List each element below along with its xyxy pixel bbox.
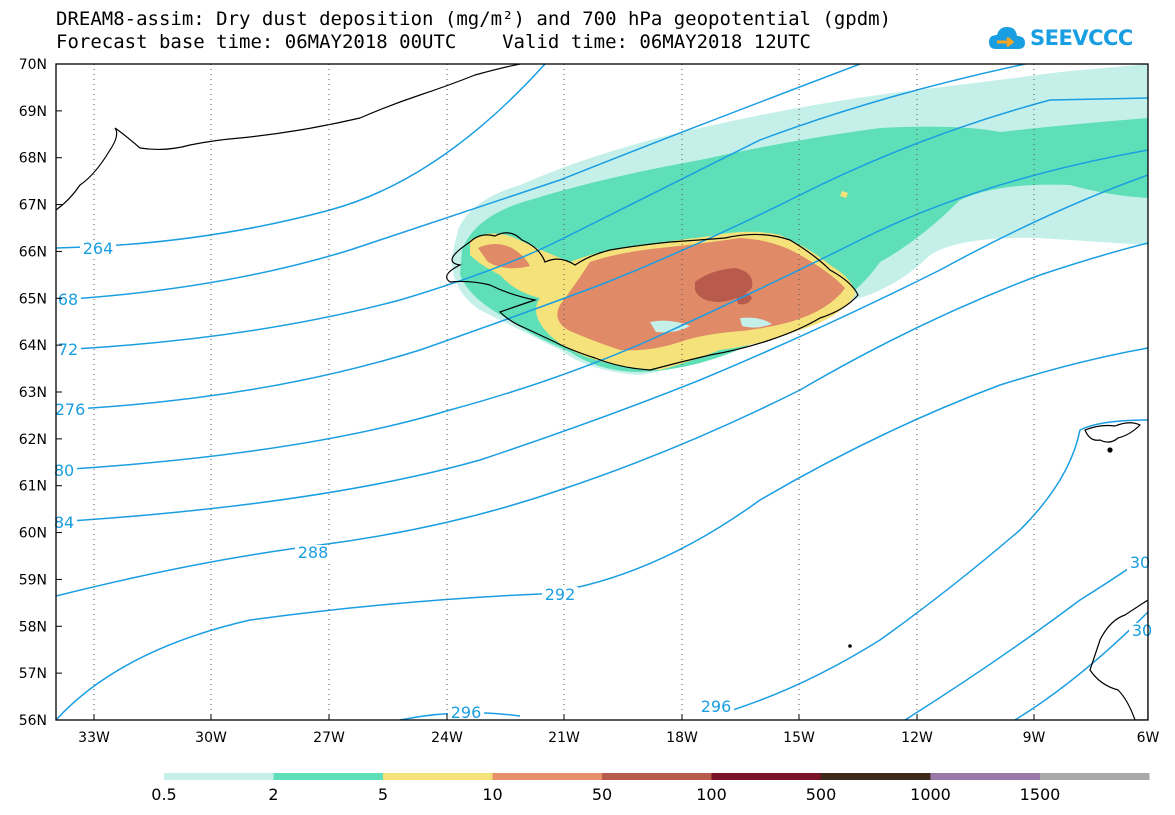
legend-label: 1500 [1020, 785, 1061, 804]
legend-label: 10 [482, 785, 502, 804]
legend-label: 1000 [910, 785, 951, 804]
legend-swatch [821, 773, 931, 780]
contour-label: 72 [58, 340, 78, 359]
lat-label: 70N [19, 57, 47, 73]
map-subtitle: Forecast base time: 06MAY2018 00UTC Vali… [56, 31, 811, 53]
legend-label: 50 [592, 785, 612, 804]
contour-label: 288 [298, 543, 329, 562]
contour-label: 30 [1130, 553, 1150, 572]
legend-swatch [930, 773, 1040, 780]
contour-label: 84 [54, 513, 74, 532]
lat-label: 58N [19, 619, 47, 635]
lat-label: 67N [19, 198, 47, 214]
dust-level-50 [695, 268, 753, 305]
coastlines [56, 64, 1148, 720]
lon-label: 30W [195, 730, 227, 746]
contour-label: 296 [701, 697, 732, 716]
contour-label: 296 [451, 703, 482, 722]
legend-swatch [711, 773, 821, 780]
lat-label: 68N [19, 151, 47, 167]
lat-label: 59N [19, 572, 47, 588]
latitude-labels: 70N 69N 68N 67N 66N 65N 64N 63N 62N 61N 60N 59N 58N 5… [19, 57, 62, 729]
lon-label: 15W [783, 730, 815, 746]
lon-label: 9W [1023, 730, 1046, 746]
longitude-labels: 33W 30W 27W 24W 21W 18W 15W 12W 9W 6W [78, 714, 1160, 746]
lon-label: 27W [313, 730, 345, 746]
lon-label: 33W [78, 730, 110, 746]
legend-label: 2 [268, 785, 278, 804]
legend: 0.5 2 5 10 50 100 500 1000 1500 [151, 773, 1150, 804]
map-title: DREAM8-assim: Dry dust deposition (mg/m²… [56, 8, 892, 30]
lat-label: 64N [19, 338, 47, 354]
lon-label: 6W [1137, 730, 1160, 746]
lat-label: 63N [19, 385, 47, 401]
logo-text: SEEVCCC [1030, 26, 1133, 50]
lat-label: 61N [19, 479, 47, 495]
cloud-icon [989, 27, 1025, 49]
seevccc-logo: SEEVCCC [988, 20, 1133, 56]
legend-label: 0.5 [151, 785, 176, 804]
contour-label: 292 [545, 585, 576, 604]
legend-swatch [1040, 773, 1150, 780]
legend-swatch [602, 773, 712, 780]
lat-label: 60N [19, 526, 47, 542]
lon-label: 18W [666, 730, 698, 746]
contour-label: 30 [1132, 621, 1152, 640]
legend-label: 500 [806, 785, 837, 804]
lat-label: 57N [19, 666, 47, 682]
lat-label: 65N [19, 291, 47, 307]
lat-label: 69N [19, 104, 47, 120]
legend-swatch [273, 773, 383, 780]
legend-label: 5 [378, 785, 388, 804]
lat-label: 62N [19, 432, 47, 448]
contour-label: 276 [55, 400, 86, 419]
lat-label: 66N [19, 244, 47, 260]
contour-label: 264 [83, 239, 114, 258]
lat-label: 56N [19, 713, 47, 729]
legend-swatch [164, 773, 274, 780]
lon-label: 12W [901, 730, 933, 746]
contour-label-group: 264 68 72 276 80 84 288 292 296 296 30 30 [51, 239, 1155, 722]
contour-label: 68 [58, 290, 78, 309]
contour-label: 80 [54, 461, 74, 480]
lon-label: 24W [431, 730, 463, 746]
legend-swatch [383, 773, 493, 780]
legend-label: 100 [696, 785, 727, 804]
legend-swatch [492, 773, 602, 780]
lon-label: 21W [548, 730, 580, 746]
